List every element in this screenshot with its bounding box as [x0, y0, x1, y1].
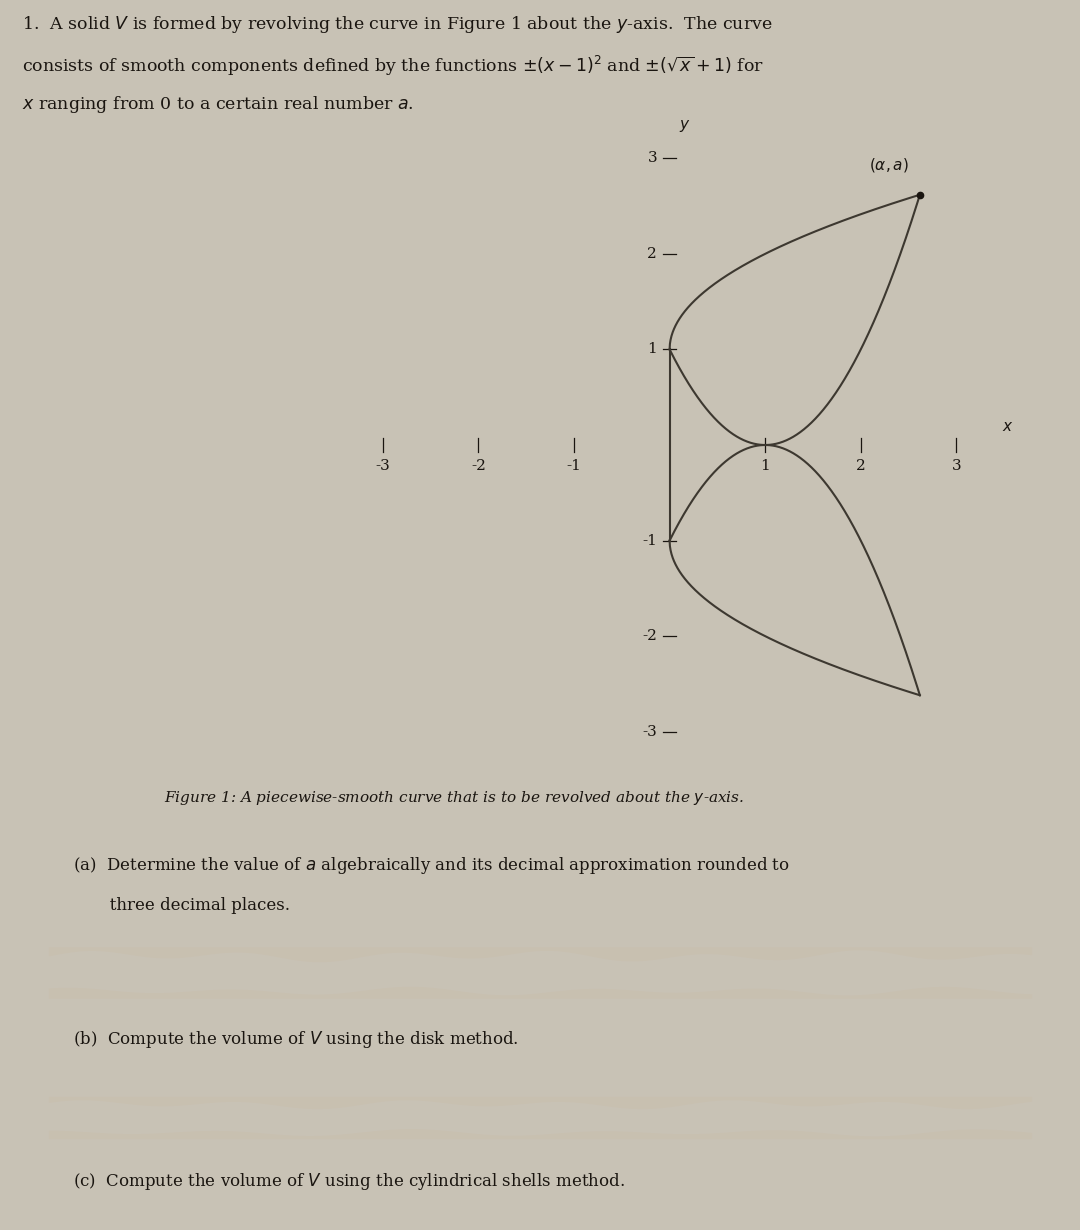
Text: -2: -2	[643, 630, 657, 643]
Text: Figure 1: A piecewise-smooth curve that is to be revolved about the $y$-axis.: Figure 1: A piecewise-smooth curve that …	[164, 788, 744, 807]
Text: $y$: $y$	[679, 118, 691, 134]
Text: consists of smooth components defined by the functions $\pm(x-1)^2$ and $\pm(\sq: consists of smooth components defined by…	[22, 54, 764, 77]
Text: (a)  Determine the value of $a$ algebraically and its decimal approximation roun: (a) Determine the value of $a$ algebraic…	[73, 855, 789, 876]
Text: $(\alpha, a)$: $(\alpha, a)$	[868, 156, 908, 173]
Text: three decimal places.: three decimal places.	[73, 897, 291, 914]
Text: 1: 1	[647, 342, 657, 357]
Text: 1: 1	[760, 459, 770, 474]
Text: 2: 2	[647, 247, 657, 261]
Text: -3: -3	[643, 724, 657, 739]
Text: 1.  A solid $V$ is formed by revolving the curve in Figure 1 about the $y$-axis.: 1. A solid $V$ is formed by revolving th…	[22, 14, 772, 34]
Text: -3: -3	[376, 459, 390, 474]
Text: -1: -1	[567, 459, 581, 474]
Text: $x$: $x$	[1002, 419, 1014, 433]
Text: 2: 2	[856, 459, 866, 474]
Text: (c)  Compute the volume of $V$ using the cylindrical shells method.: (c) Compute the volume of $V$ using the …	[73, 1171, 625, 1192]
Text: 3: 3	[951, 459, 961, 474]
Text: -1: -1	[643, 534, 657, 547]
Text: $x$ ranging from 0 to a certain real number $a$.: $x$ ranging from 0 to a certain real num…	[22, 95, 414, 116]
Text: (b)  Compute the volume of $V$ using the disk method.: (b) Compute the volume of $V$ using the …	[73, 1028, 518, 1049]
Text: 3: 3	[648, 151, 657, 165]
Text: -2: -2	[471, 459, 486, 474]
